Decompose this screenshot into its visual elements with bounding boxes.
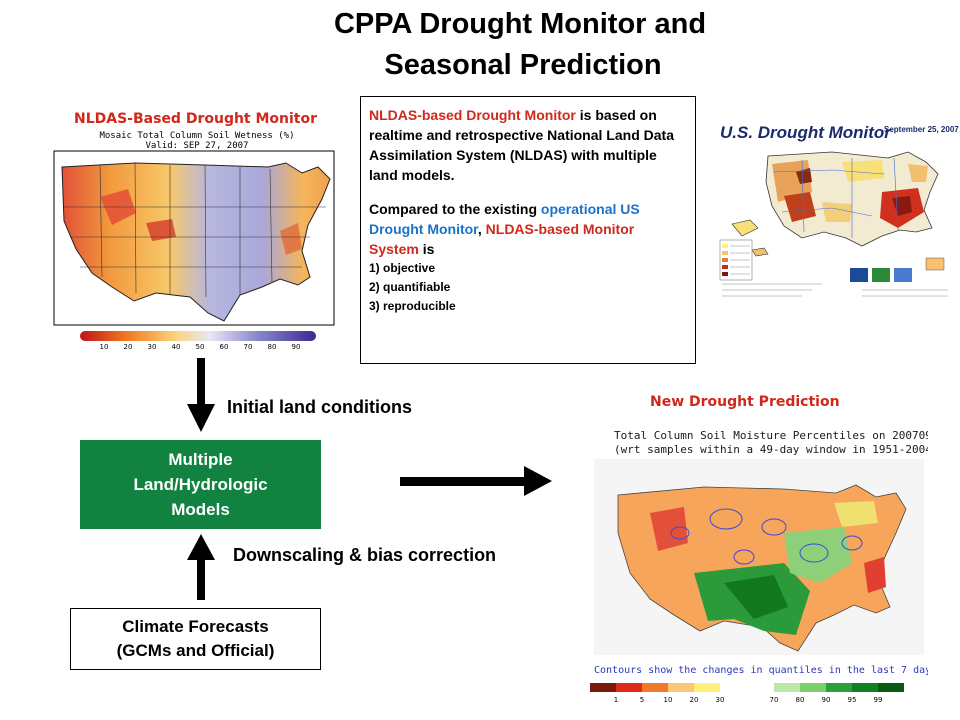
nldas-tick-6: 70 <box>244 343 253 351</box>
prediction-tick-8: 95 <box>848 696 857 704</box>
prediction-caption-2: (wrt samples within a 49-day window in 1… <box>614 443 928 456</box>
prediction-caption-1: Total Column Soil Moisture Percentiles o… <box>614 429 928 442</box>
usdm-title: U.S. Drought Monitor <box>720 123 892 142</box>
info-p2-start: Compared to the existing <box>369 201 541 217</box>
nldas-map-label: NLDAS-Based Drought Monitor <box>74 111 318 127</box>
prediction-footer: Contours show the changes in quantiles i… <box>594 665 928 676</box>
info-paragraph-2: Compared to the existing operational US … <box>369 199 687 259</box>
prediction-tick-9: 99 <box>874 696 883 704</box>
page-title-line2: Seasonal Prediction <box>384 49 662 81</box>
info-p2-comma: , <box>477 221 482 237</box>
up-arrow-icon <box>187 534 215 600</box>
new-prediction-map: Total Column Soil Moisture Percentiles o… <box>584 423 928 705</box>
info-item-1: 1) objective <box>369 261 436 275</box>
right-arrow-icon <box>400 466 552 496</box>
usdm-map: U.S. Drought Monitor September 25, 2007 <box>712 112 960 312</box>
nldas-info-box: NLDAS-based Drought Monitor is based on … <box>360 96 696 364</box>
prediction-tick-6: 80 <box>796 696 805 704</box>
nldas-tick-4: 50 <box>196 343 205 351</box>
models-line-3: Models <box>171 500 230 519</box>
nldas-tick-2: 30 <box>148 343 157 351</box>
info-item-2: 2) quantifiable <box>369 280 451 294</box>
info-p1-rest: is based on realtime and retrospective N… <box>369 107 674 183</box>
forecasts-line-2: (GCMs and Official) <box>116 641 275 660</box>
new-prediction-map-graphic: Total Column Soil Moisture Percentiles o… <box>590 429 928 704</box>
prediction-tick-5: 70 <box>770 696 779 704</box>
usdm-date: September 25, 2007 <box>884 125 959 134</box>
nldas-map-graphic: Mosaic Total Column Soil Wetness (%) Val… <box>53 131 335 351</box>
initial-conditions-label: Initial land conditions <box>227 397 413 417</box>
page-title-line1: CPPA Drought Monitor and <box>333 8 707 40</box>
climate-forecasts-box: Climate Forecasts (GCMs and Official) <box>70 608 321 670</box>
nldas-tick-1: 20 <box>124 343 133 351</box>
prediction-tick-7: 90 <box>822 696 831 704</box>
info-p2-blue: operational US Drought Monitor <box>369 201 640 237</box>
info-p2-end: is <box>418 241 435 257</box>
nldas-drought-map: Mosaic Total Column Soil Wetness (%) Val… <box>40 127 354 353</box>
nldas-tick-0: 10 <box>100 343 109 351</box>
nldas-tick-7: 80 <box>268 343 277 351</box>
prediction-tick-0: 1 <box>614 696 618 704</box>
info-paragraph-1: NLDAS-based Drought Monitor is based on … <box>369 105 687 185</box>
prediction-tick-3: 20 <box>690 696 699 704</box>
new-prediction-label: New Drought Prediction <box>650 394 840 410</box>
models-line-2: Land/Hydrologic <box>133 475 268 494</box>
usdm-map-graphic: U.S. Drought Monitor September 25, 2007 <box>719 123 959 297</box>
prediction-tick-1: 5 <box>640 696 644 704</box>
nldas-caption-1: Mosaic Total Column Soil Wetness (%) <box>99 131 294 141</box>
info-item-3: 3) reproducible <box>369 299 456 313</box>
info-p1-red: NLDAS-based Drought Monitor <box>369 107 576 123</box>
models-box: Multiple Land/Hydrologic Models <box>80 440 321 529</box>
nldas-tick-5: 60 <box>220 343 229 351</box>
info-p2-red: NLDAS-based Monitor System <box>369 221 635 257</box>
nldas-caption-2: Valid: SEP 27, 2007 <box>146 141 249 151</box>
nldas-tick-8: 90 <box>292 343 301 351</box>
nldas-tick-3: 40 <box>172 343 181 351</box>
downscaling-label: Downscaling & bias correction <box>233 545 497 565</box>
models-line-1: Multiple <box>168 450 233 469</box>
down-arrow-icon <box>187 358 215 432</box>
forecasts-line-1: Climate Forecasts <box>122 617 269 636</box>
prediction-tick-2: 10 <box>664 696 673 704</box>
prediction-tick-4: 30 <box>716 696 725 704</box>
